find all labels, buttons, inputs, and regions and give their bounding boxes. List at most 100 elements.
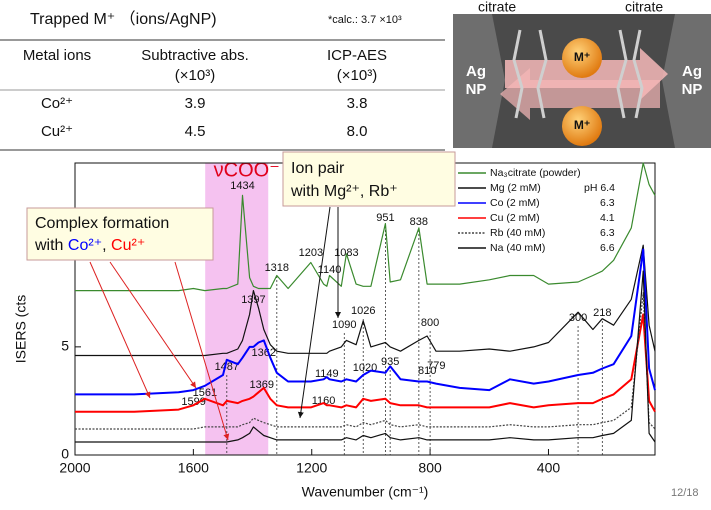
diagram: citrate citrate M⁺ M⁺ Ag NP Ag NP (453, 0, 711, 148)
peak-label: 300 (569, 312, 587, 324)
ion-label: M⁺ (574, 118, 590, 132)
particle-label: Ag NP (466, 63, 487, 98)
x-tick-label: 1600 (178, 460, 209, 476)
peak-label: 1090 (332, 319, 356, 331)
legend-label: Co (2 mM) (490, 197, 540, 209)
peak-label: 1318 (265, 262, 289, 274)
peak-label: 1434 (230, 180, 254, 192)
peak-label: 951 (376, 212, 394, 224)
table-title: Trapped M⁺ （ions/AgNP) (30, 10, 217, 28)
x-tick-label: 400 (537, 460, 561, 476)
label: citrate (625, 0, 663, 15)
callout-text: Ion pair (291, 160, 345, 177)
callout-text: Complex formation (35, 215, 169, 232)
callout: Complex formation with Co²⁺, Cu²⁺ Ion pa… (26, 151, 456, 441)
spectrum-line (75, 313, 656, 413)
spectrum-line (75, 244, 656, 357)
callout-box (282, 151, 456, 207)
ion (562, 106, 602, 146)
peak-label: 800 (421, 317, 439, 329)
legend-label: Cu (2 mM) (490, 212, 540, 224)
particle (453, 14, 505, 148)
callout-text: , (102, 237, 111, 254)
band-label: νCOO⁻ (214, 159, 280, 181)
spectrum-line (75, 162, 656, 292)
particle-label: NP (682, 81, 703, 98)
legend-note: 6.3 (600, 197, 615, 209)
header-cell: (×10³) (175, 67, 215, 84)
peak-label: 1083 (334, 247, 358, 259)
particle-label: NP (466, 81, 487, 98)
callout-text: Cu²⁺ (111, 237, 145, 254)
legend-note: 4.1 (600, 212, 615, 224)
particle-label: Ag (466, 63, 486, 80)
x-tick-label: 2000 (59, 460, 90, 476)
header-cell: ICP-AES (327, 47, 387, 64)
peak-label: 1020 (353, 362, 377, 374)
y-tick-label: 0 (61, 446, 69, 462)
legend-label: Mg (2 mM) (490, 182, 541, 194)
callout-box (26, 207, 214, 261)
x-tick-label: 800 (418, 460, 442, 476)
callout-text: with Co²⁺, Cu²⁺ (34, 237, 145, 254)
ion-label: M⁺ (574, 50, 590, 64)
y-axis-label: ISERS (cts (13, 295, 29, 363)
callout-arrow (297, 206, 331, 419)
callout-text: with Mg²⁺, Rb⁺ (290, 183, 398, 200)
legend-note: 6.6 (600, 242, 615, 254)
peak-label: 935 (381, 356, 399, 368)
peak-label: 1362 (252, 347, 276, 359)
peak-label: 1561 (193, 387, 217, 399)
peak-label: 1599 (181, 396, 205, 408)
cell: Cu²⁺ (41, 123, 73, 140)
peak-label: 838 (410, 216, 428, 228)
callout-arrow (174, 261, 230, 441)
callout-arrow (109, 261, 197, 389)
header-cell: (×10³) (337, 67, 377, 84)
particle-label: Ag NP (682, 63, 703, 98)
x-axis-label: Wavenumber (cm⁻¹) (302, 484, 429, 500)
cell: 8.0 (347, 123, 368, 140)
callout-text: Co²⁺ (68, 237, 102, 254)
callout-text: with (34, 237, 68, 254)
legend-note: pH 6.4 (584, 182, 615, 194)
peak-label: 1160 (312, 395, 336, 407)
peak-label: 1140 (318, 264, 342, 276)
cell: 3.8 (347, 95, 368, 112)
spectrum-line (75, 270, 656, 443)
cell: 3.9 (185, 95, 206, 112)
cell: Co²⁺ (41, 95, 73, 112)
table: Trapped M⁺ （ions/AgNP) *calc.: 3.7 ×10³ … (0, 10, 445, 151)
callout-arrow (89, 261, 151, 399)
legend-label: Na (40 mM) (490, 242, 545, 254)
x-tick-label: 1200 (296, 460, 327, 476)
peak-label: 1203 (299, 247, 323, 259)
citrate-molecule (512, 29, 644, 119)
label: citrate (478, 0, 516, 15)
ion (562, 38, 602, 78)
header-cell: Metal ions (23, 47, 91, 64)
spectrum-line (75, 248, 656, 396)
peak-label: 1026 (351, 305, 375, 317)
peak-label: 1397 (241, 294, 265, 306)
legend-note: 6.3 (600, 227, 615, 239)
legend-label: Rb (40 mM) (490, 227, 545, 239)
peak-label: 1149 (315, 368, 339, 380)
peak-label: 810 (418, 365, 436, 377)
spectrum-line (75, 292, 656, 430)
peak-label: 1369 (249, 379, 273, 391)
header-cell: Subtractive abs. (141, 47, 249, 64)
peak-label: 218 (593, 307, 611, 319)
legend-label: Na₃citrate (powder) (490, 167, 581, 179)
particle (662, 14, 711, 148)
table-note: *calc.: 3.7 ×10³ (328, 14, 402, 26)
peak-label: 1487 (215, 361, 239, 373)
y-tick-label: 5 (61, 338, 69, 354)
highlight-band (205, 163, 269, 455)
particle-label: Ag (682, 63, 702, 80)
cell: 4.5 (185, 123, 206, 140)
page-number: 12/18 (671, 487, 699, 499)
peak-label: 779 (427, 360, 445, 372)
